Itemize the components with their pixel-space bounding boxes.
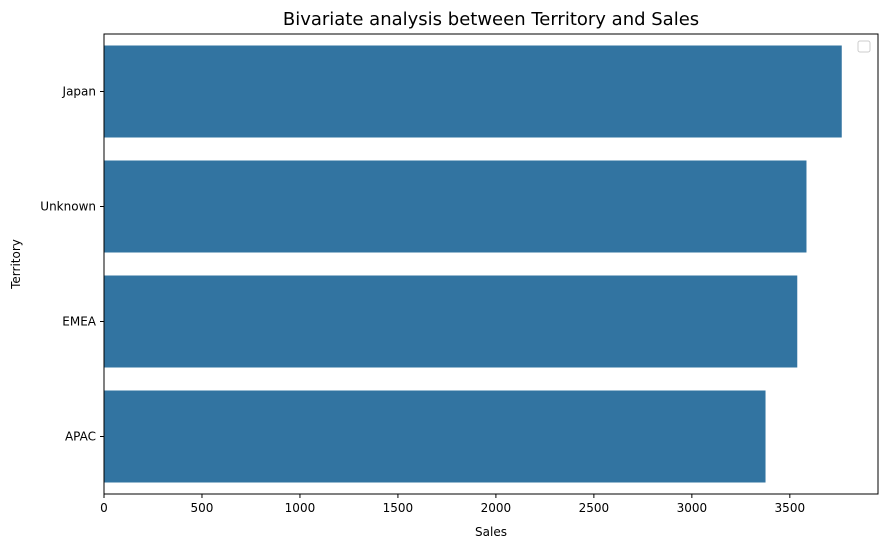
plot-area-frame <box>103 33 879 495</box>
y-tick-label: EMEA <box>62 315 97 329</box>
x-tick-label: 3000 <box>677 501 708 515</box>
bar-japan <box>104 45 842 138</box>
y-axis-label: Territory <box>9 239 23 290</box>
y-tick-label: Japan <box>62 85 96 99</box>
bar-emea <box>104 275 798 368</box>
x-tick-label: 3500 <box>775 501 806 515</box>
chart-title: Bivariate analysis between Territory and… <box>283 9 699 30</box>
x-tick-label: 2000 <box>481 501 512 515</box>
x-tick-label: 1500 <box>383 501 414 515</box>
x-axis-ticks: 0 500 1000 1500 2000 2500 3000 3500 <box>100 494 805 515</box>
legend-box <box>857 40 871 53</box>
bar-apac <box>104 390 766 483</box>
y-tick-label: Unknown <box>40 200 96 214</box>
bar-unknown <box>104 160 807 253</box>
x-tick-label: 0 <box>100 501 108 515</box>
x-tick-label: 1000 <box>285 501 316 515</box>
y-axis-ticks: Japan Unknown EMEA APAC <box>40 85 104 444</box>
bars-group <box>104 45 842 483</box>
x-axis-label: Sales <box>475 525 507 539</box>
y-tick-label: APAC <box>65 430 96 444</box>
x-tick-label: 500 <box>191 501 214 515</box>
x-tick-label: 2500 <box>579 501 610 515</box>
